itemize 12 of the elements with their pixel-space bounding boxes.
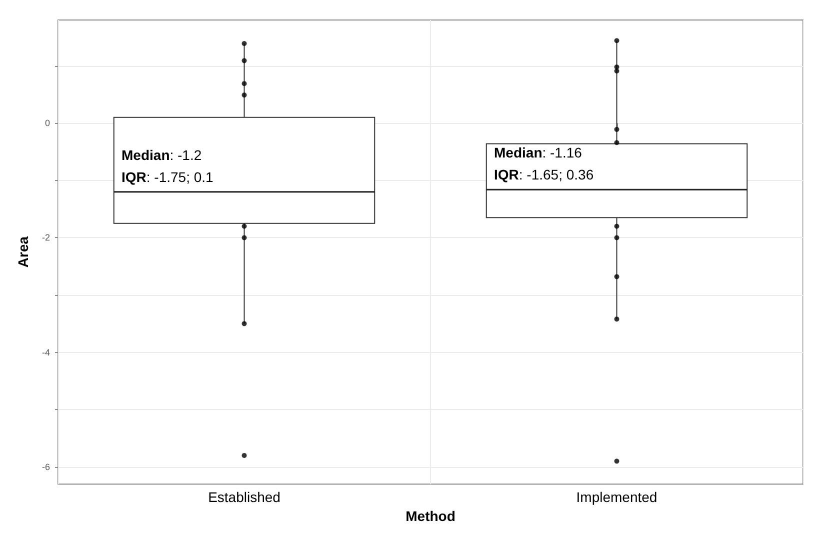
y-tick-label: -2 bbox=[42, 232, 50, 243]
annotation: Median: -1.2 bbox=[122, 146, 202, 163]
annotation: IQR: -1.65; 0.36 bbox=[494, 166, 594, 183]
annotation: IQR: -1.75; 0.1 bbox=[122, 168, 214, 185]
y-axis-title: Area bbox=[15, 236, 31, 268]
y-tick-label: -4 bbox=[42, 347, 50, 358]
x-tick-label: Implemented bbox=[576, 489, 658, 506]
y-tick-label: 0 bbox=[44, 118, 50, 128]
x-tick-label: Established bbox=[208, 489, 280, 506]
annotation: Median: -1.16 bbox=[494, 144, 582, 161]
y-tick-label: -6 bbox=[42, 462, 50, 472]
x-axis-title: Method bbox=[406, 508, 456, 524]
